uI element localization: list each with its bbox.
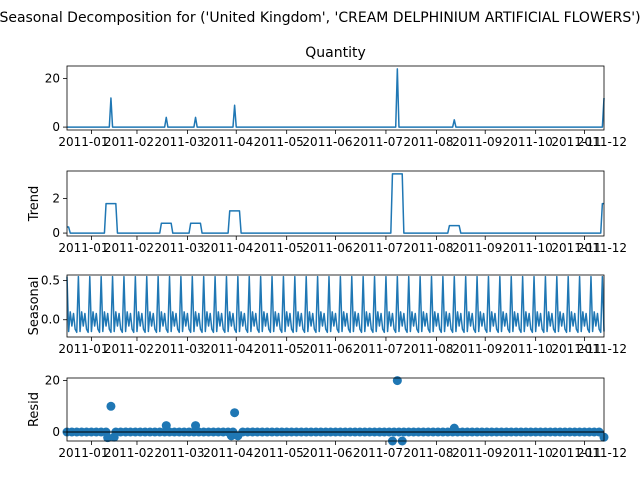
x-tick-label: 2011-03 [154,241,204,255]
x-tick-label: 2011-07 [353,342,403,356]
x-tick-label: 2011-03 [154,446,204,460]
x-tick-label: 2011-04 [203,135,253,149]
x-tick-label: 2011-10 [503,135,553,149]
series-line [67,68,605,128]
x-tick-label: 2011-06 [302,446,352,460]
y-axis-label: Seasonal [27,277,42,336]
resid-point [106,401,116,411]
y-tick-label: 0 [52,120,60,134]
axes-frame [66,170,605,237]
x-tick-label: 2011-10 [503,446,553,460]
x-tick-label: 2011-10 [503,342,553,356]
y-tick-label: 20 [45,374,60,388]
x-tick-label: 2011-06 [302,135,352,149]
y-tick-label: 0.0 [41,313,60,327]
axes-frame [66,65,605,131]
panel-title: Quantity [305,45,366,61]
x-tick-label: 2011-10 [503,241,553,255]
x-tick-label: 2011-06 [302,342,352,356]
x-tick-label: 2011-09 [452,342,502,356]
resid-point [230,408,240,418]
x-tick-label: 2011-04 [203,342,253,356]
series-line [67,173,604,234]
axes-frame [66,377,605,442]
x-tick-label: 2011-04 [203,446,253,460]
x-tick-label: 2011-01 [58,446,108,460]
x-tick-label: 2011-01 [58,342,108,356]
x-tick-label: 2011-12 [577,342,627,356]
y-tick-label: 20 [45,72,60,86]
x-tick-label: 2011-01 [58,135,108,149]
x-tick-label: 2011-09 [452,135,502,149]
y-tick-label: 0 [52,226,60,240]
x-tick-label: 2011-12 [577,135,627,149]
x-tick-label: 2011-01 [58,241,108,255]
y-axis-label: Resid [27,392,42,427]
x-tick-label: 2011-05 [254,135,304,149]
x-tick-label: 2011-08 [403,135,453,149]
x-tick-label: 2011-02 [104,241,154,255]
x-tick-label: 2011-09 [452,241,502,255]
axes-frame [66,274,605,338]
x-tick-label: 2011-11 [551,446,601,460]
x-tick-label: 2011-08 [403,342,453,356]
x-tick-label: 2011-03 [154,342,204,356]
series-line [66,275,605,334]
x-tick-label: 2011-05 [254,241,304,255]
x-tick-label: 2011-04 [203,241,253,255]
x-tick-label: 2011-11 [551,241,601,255]
x-tick-label: 2011-08 [403,241,453,255]
y-tick-label: 0.5 [41,273,60,287]
resid-point [103,433,113,443]
x-tick-label: 2011-02 [104,342,154,356]
y-axis-label: Trend [27,186,42,223]
x-tick-label: 2011-05 [254,342,304,356]
x-tick-label: 2011-11 [551,342,601,356]
x-tick-label: 2011-12 [577,241,627,255]
x-tick-label: 2011-02 [104,446,154,460]
x-tick-label: 2011-02 [104,135,154,149]
x-tick-label: 2011-07 [353,446,403,460]
figure-title: Seasonal Decomposition for ('United King… [0,10,640,26]
x-tick-label: 2011-12 [577,446,627,460]
x-tick-label: 2011-08 [403,446,453,460]
x-tick-label: 2011-11 [551,135,601,149]
x-tick-label: 2011-06 [302,241,352,255]
y-tick-label: 2 [52,192,60,206]
x-tick-label: 2011-07 [353,135,403,149]
y-tick-label: 0 [52,425,60,439]
x-tick-label: 2011-09 [452,446,502,460]
x-tick-label: 2011-03 [154,135,204,149]
x-tick-label: 2011-05 [254,446,304,460]
resid-point [392,376,402,386]
x-tick-label: 2011-07 [353,241,403,255]
